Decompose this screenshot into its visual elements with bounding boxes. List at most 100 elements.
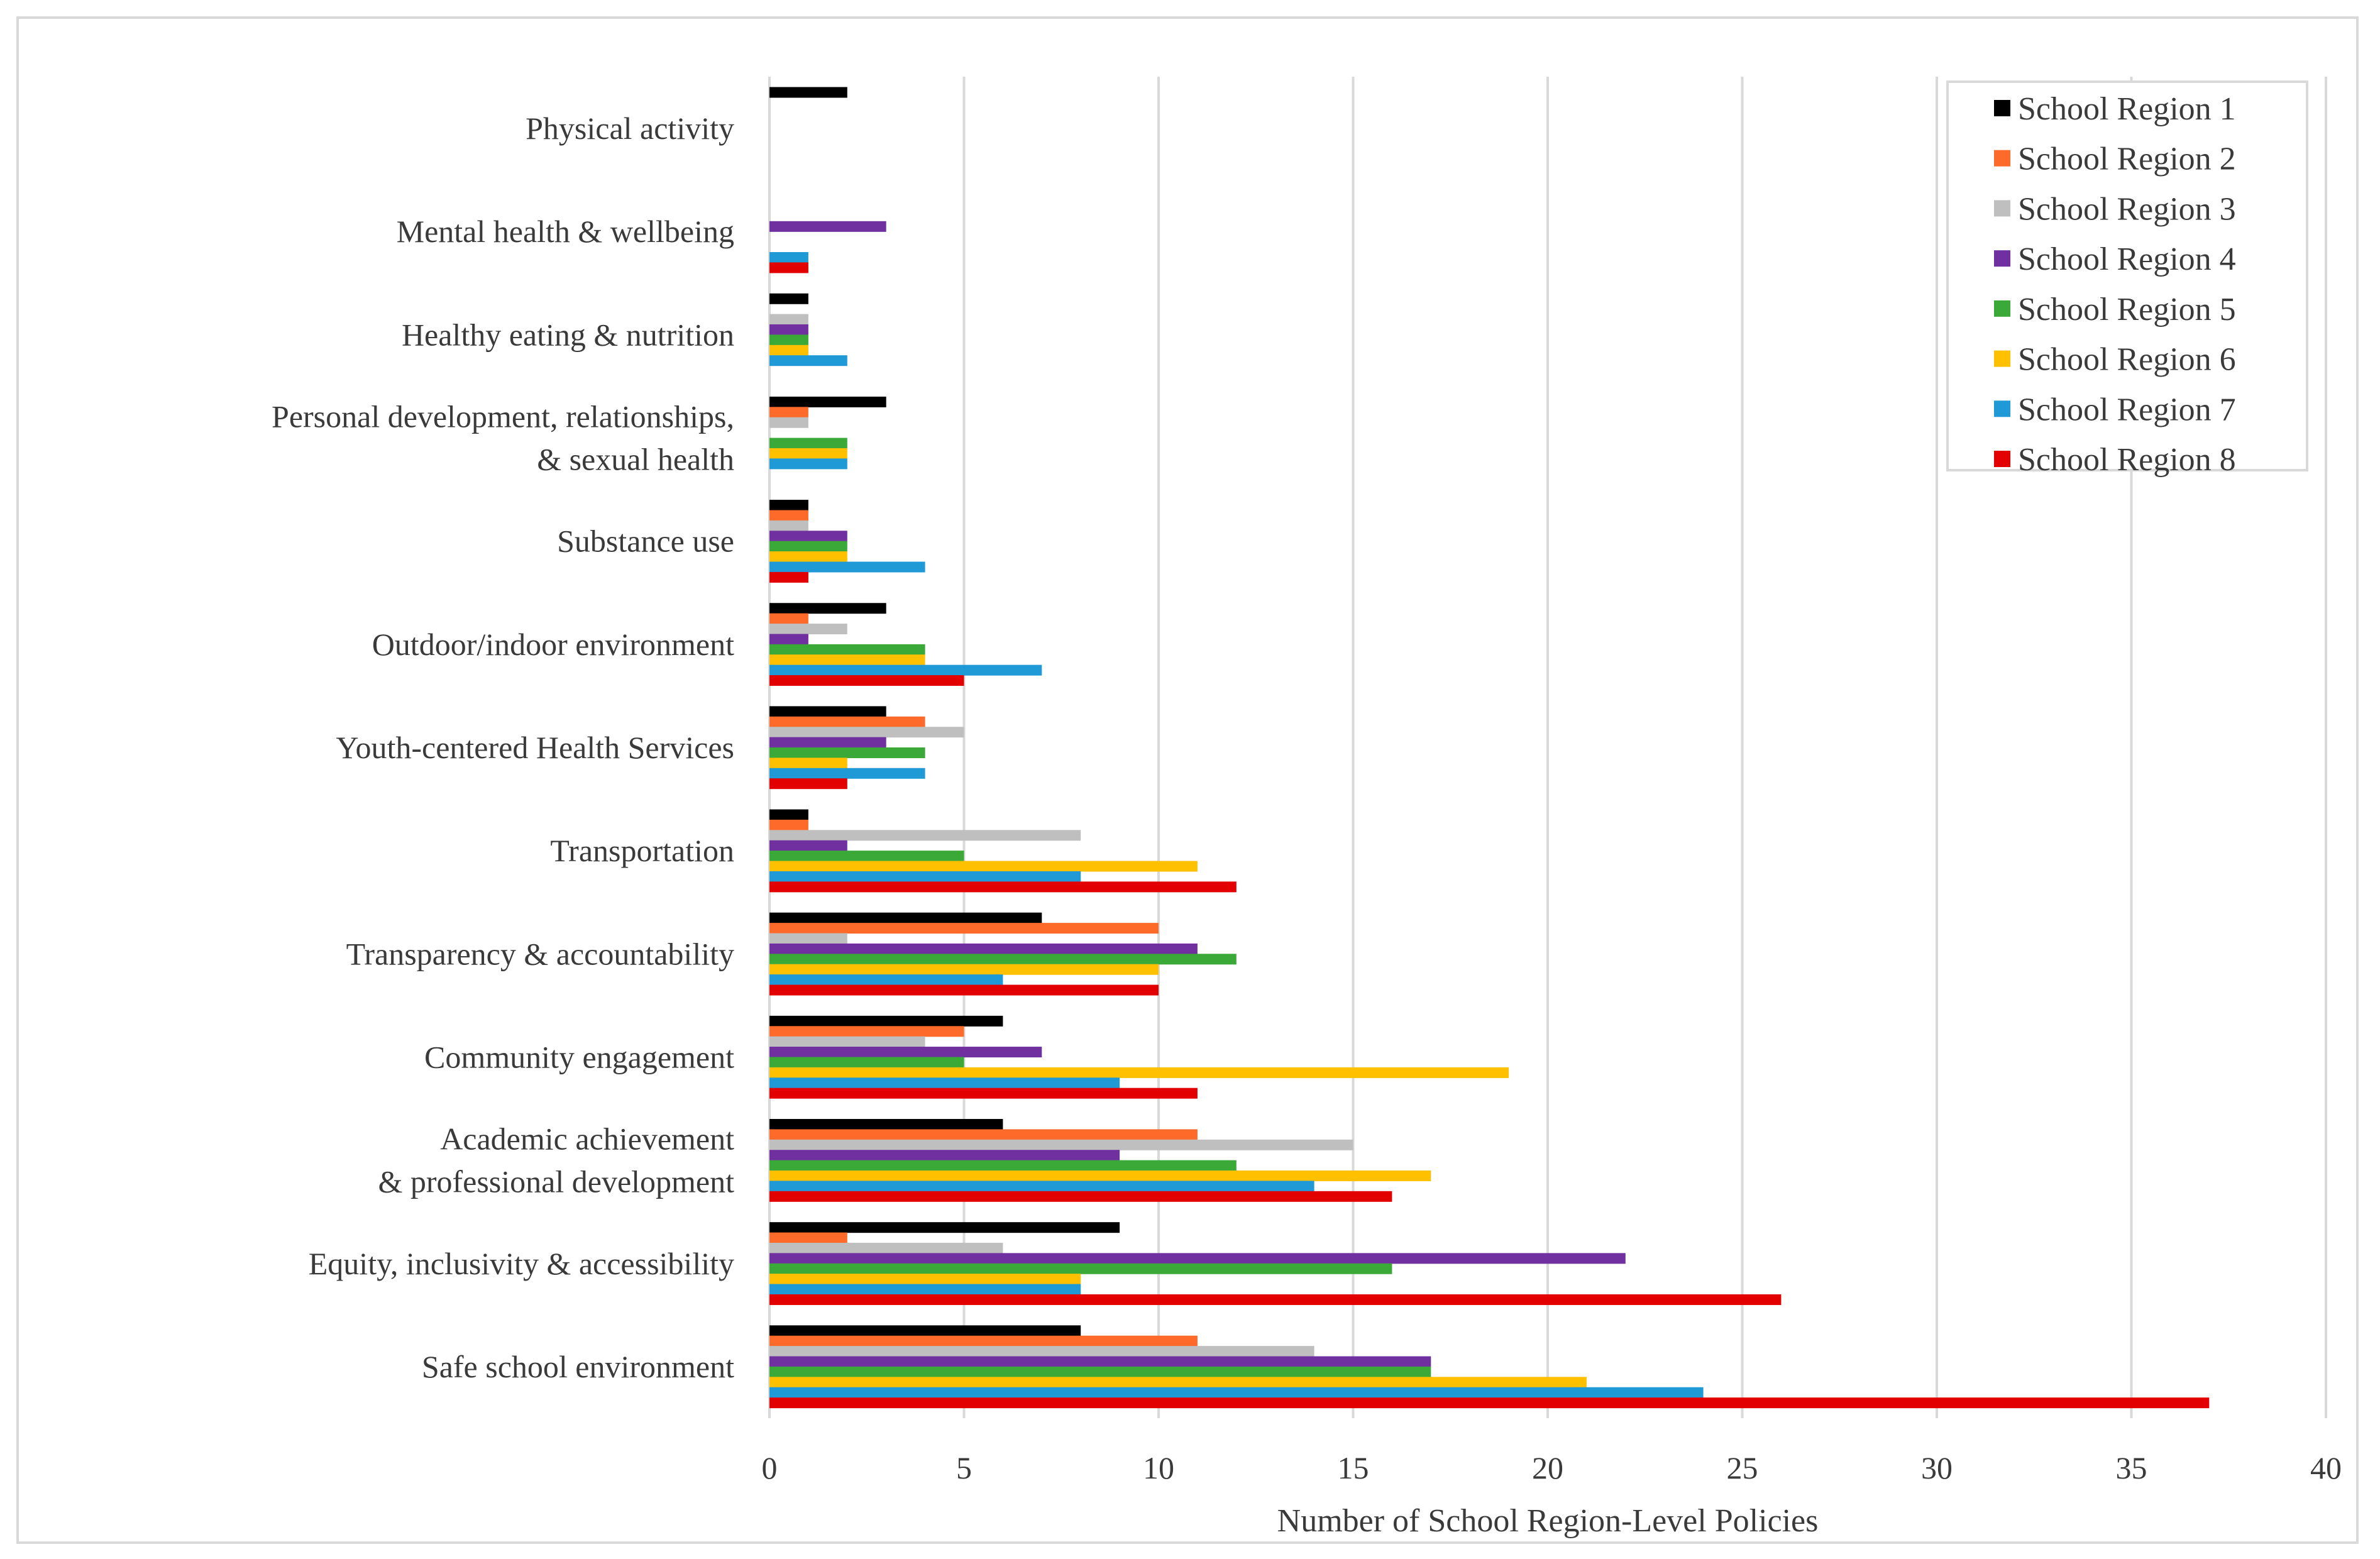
bar — [769, 396, 886, 407]
bar — [769, 1377, 1587, 1388]
bar — [769, 1356, 1431, 1367]
bar — [769, 943, 1198, 954]
legend-label: School Region 6 — [2018, 342, 2236, 378]
bar — [769, 861, 1198, 872]
bar — [769, 1397, 2210, 1409]
bar — [769, 1160, 1237, 1171]
bar — [769, 500, 808, 511]
legend-swatch — [1994, 200, 2010, 217]
bar — [769, 1171, 1431, 1182]
bar — [769, 675, 964, 686]
bar — [769, 1346, 1314, 1357]
bar — [769, 1015, 1003, 1027]
bar — [769, 933, 847, 944]
x-tick-label: 20 — [1532, 1450, 1563, 1485]
bar — [769, 664, 1042, 676]
category-label: Mental health & wellbeing — [397, 214, 734, 249]
category-label: Substance use — [557, 524, 734, 559]
bar — [769, 778, 847, 790]
bar — [769, 1263, 1392, 1274]
bar — [769, 809, 808, 820]
bar — [769, 912, 1042, 923]
bar — [769, 87, 847, 98]
bar — [769, 819, 808, 830]
bar — [769, 1222, 1120, 1233]
bar — [769, 1335, 1198, 1347]
legend: School Region 1 School Region 2 School Reg… — [1946, 80, 2308, 478]
bar — [769, 624, 847, 635]
legend-swatch — [1994, 300, 2010, 317]
x-tick-label: 40 — [2310, 1450, 2342, 1485]
x-tick-label: 10 — [1143, 1450, 1174, 1485]
bar — [769, 1150, 1120, 1161]
bar — [769, 1294, 1782, 1305]
bar — [769, 706, 886, 717]
bar — [769, 314, 808, 325]
bar — [769, 571, 808, 583]
bar — [769, 757, 847, 769]
category-label: Safe school environment — [422, 1349, 734, 1384]
legend-swatch — [1994, 100, 2010, 116]
bars — [769, 87, 2210, 1409]
legend-swatch — [1994, 400, 2010, 417]
legend-label: School Region 2 — [2018, 141, 2236, 177]
x-axis-title: Number of School Region-Level Policies — [1277, 1503, 1819, 1539]
bar — [769, 324, 808, 335]
bar — [769, 458, 847, 470]
bar — [769, 448, 847, 459]
bar — [769, 634, 808, 645]
legend-swatch — [1994, 350, 2010, 367]
legend-label: School Region 5 — [2018, 292, 2236, 328]
bar — [769, 1026, 964, 1037]
bar — [769, 737, 886, 748]
bar — [769, 531, 847, 542]
x-tick-label: 30 — [1921, 1450, 1953, 1485]
legend-swatch — [1994, 451, 2010, 467]
bar — [769, 344, 808, 356]
bar — [769, 830, 1081, 841]
category-label: Youth-centered Health Services — [336, 730, 734, 765]
bar — [769, 603, 886, 614]
bar — [769, 541, 847, 552]
bar — [769, 1036, 925, 1047]
bar — [769, 520, 808, 531]
x-tick-label: 15 — [1338, 1450, 1369, 1485]
bar — [769, 1129, 1198, 1140]
x-tick-label: 25 — [1727, 1450, 1758, 1485]
bar — [769, 881, 1237, 893]
bar — [769, 1325, 1081, 1336]
bar — [769, 1119, 1003, 1130]
x-tick-label: 35 — [2116, 1450, 2147, 1485]
category-labels: Physical activity Mental health & wellbei… — [272, 111, 734, 1384]
bar — [769, 1191, 1392, 1202]
bar — [769, 262, 808, 273]
bar — [769, 1253, 1626, 1264]
category-label: Transparency & accountability — [346, 936, 734, 971]
bar — [769, 1047, 1042, 1058]
bar — [769, 1139, 1353, 1150]
bar — [769, 727, 964, 738]
bar — [769, 747, 925, 758]
bar — [769, 923, 1159, 934]
bar — [769, 984, 1159, 996]
bar — [769, 974, 1003, 986]
bar — [769, 438, 847, 449]
bar — [769, 716, 925, 727]
bar — [769, 1057, 964, 1068]
bar — [769, 1284, 1081, 1295]
bar — [769, 613, 808, 624]
bar — [769, 654, 925, 666]
bar — [769, 840, 847, 851]
bar — [769, 551, 847, 563]
bar — [769, 1088, 1198, 1099]
category-label: Community engagement — [424, 1039, 734, 1074]
bar — [769, 1232, 847, 1243]
bar — [769, 293, 808, 304]
legend-swatch — [1994, 150, 2010, 167]
bar — [769, 871, 1081, 882]
category-label: Personal development, relationships, & se… — [272, 399, 734, 477]
bar — [769, 851, 964, 862]
bar — [769, 221, 886, 232]
bar — [769, 954, 1237, 965]
